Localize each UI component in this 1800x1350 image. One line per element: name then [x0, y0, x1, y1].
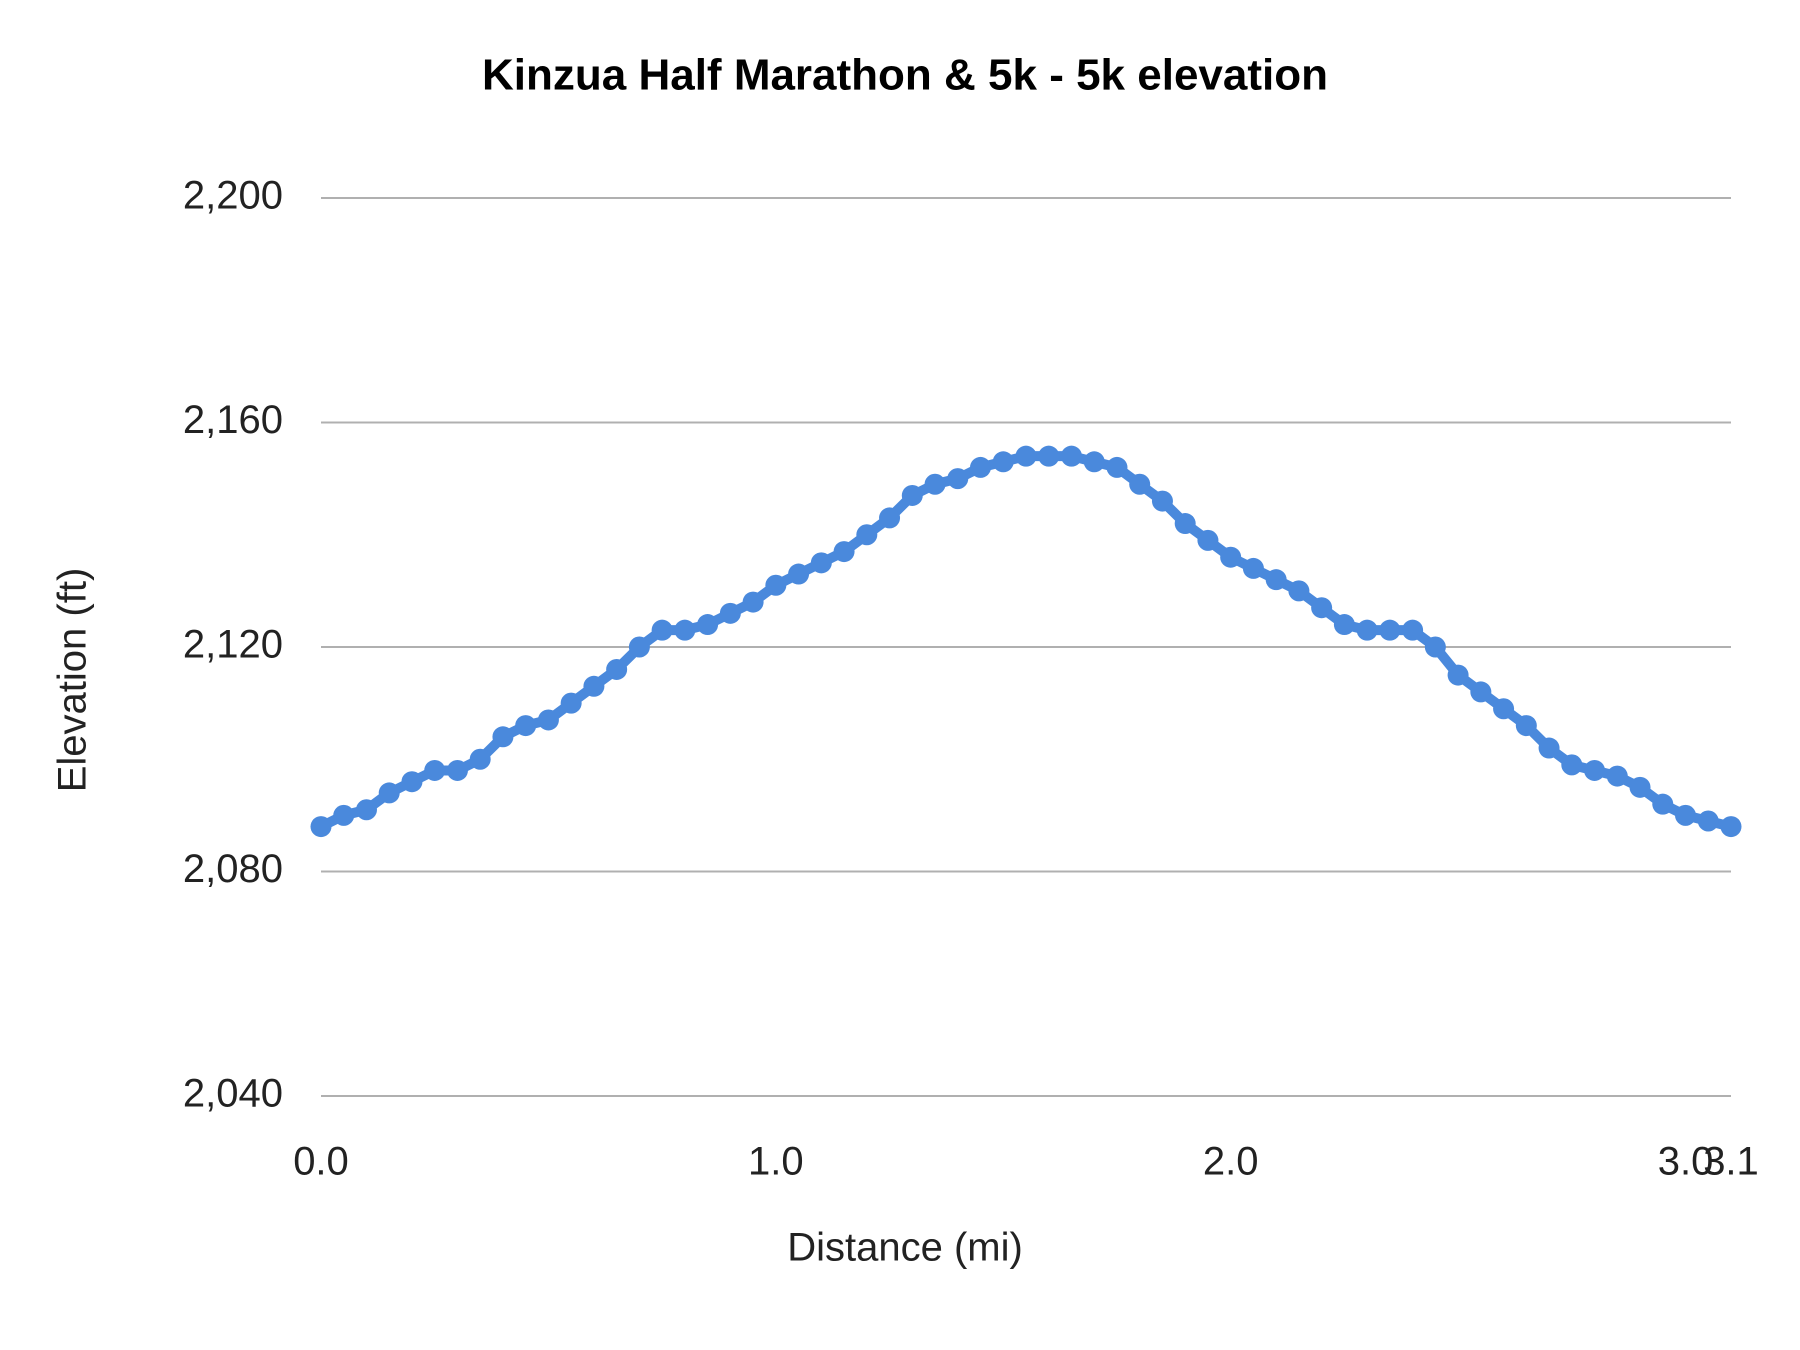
point — [901, 484, 923, 506]
point — [833, 541, 855, 563]
x-tick-label: 0.0 — [293, 1140, 349, 1184]
point — [446, 759, 468, 781]
y-tick-label: 2,080 — [183, 847, 283, 891]
point — [537, 709, 559, 731]
point — [651, 619, 673, 641]
y-tick-label: 2,120 — [183, 623, 283, 667]
point — [1379, 619, 1401, 641]
x-tick-label: 1.0 — [748, 1140, 804, 1184]
point — [1493, 698, 1515, 720]
point — [492, 726, 514, 748]
point — [697, 614, 719, 636]
point — [1629, 776, 1651, 798]
point — [1197, 529, 1219, 551]
point — [1129, 473, 1151, 495]
point — [1470, 681, 1492, 703]
point — [856, 524, 878, 546]
point — [1242, 557, 1264, 579]
point — [970, 456, 992, 478]
point — [947, 468, 969, 490]
point — [1311, 597, 1333, 619]
point — [1606, 765, 1628, 787]
point — [401, 771, 423, 793]
point — [1447, 664, 1469, 686]
point — [1220, 546, 1242, 568]
y-tick-label: 2,160 — [183, 398, 283, 442]
point — [1720, 816, 1742, 838]
point — [1060, 445, 1082, 467]
point — [355, 799, 377, 821]
point — [1538, 737, 1560, 759]
point — [1356, 619, 1378, 641]
point — [1174, 513, 1196, 535]
point — [1106, 456, 1128, 478]
point — [1038, 445, 1060, 467]
point — [424, 759, 446, 781]
point — [1083, 451, 1105, 473]
elevation-line — [318, 451, 1733, 832]
point — [515, 715, 537, 737]
point — [742, 591, 764, 613]
point — [310, 816, 332, 838]
y-tick-label: 2,200 — [183, 174, 283, 218]
point — [879, 507, 901, 529]
point — [1288, 580, 1310, 602]
point — [992, 451, 1014, 473]
point — [788, 563, 810, 585]
point — [560, 692, 582, 714]
point — [1333, 614, 1355, 636]
x-tick-label: 3.1 — [1703, 1140, 1759, 1184]
point — [765, 574, 787, 596]
point — [1697, 810, 1719, 832]
point — [1515, 715, 1537, 737]
point — [583, 675, 605, 697]
point — [1652, 793, 1674, 815]
chart-title: Kinzua Half Marathon & 5k - 5k elevation — [482, 51, 1328, 100]
point — [1561, 754, 1583, 776]
point — [1424, 636, 1446, 658]
point — [1675, 804, 1697, 826]
x-tick-label: 3.0 — [1658, 1140, 1714, 1184]
point — [810, 552, 832, 574]
point — [378, 782, 400, 804]
point — [1584, 759, 1606, 781]
point — [1402, 619, 1424, 641]
point — [1151, 490, 1173, 512]
point — [674, 619, 696, 641]
x-tick-label: 2.0 — [1203, 1140, 1259, 1184]
point — [924, 473, 946, 495]
y-tick-label: 2,040 — [183, 1072, 283, 1116]
x-axis-title: Distance (mi) — [787, 1226, 1023, 1270]
point — [628, 636, 650, 658]
point — [606, 658, 628, 680]
point — [469, 748, 491, 770]
point — [1015, 445, 1037, 467]
point — [333, 804, 355, 826]
y-axis-title: Elevation (ft) — [51, 568, 95, 793]
point — [1265, 569, 1287, 591]
point — [719, 602, 741, 624]
